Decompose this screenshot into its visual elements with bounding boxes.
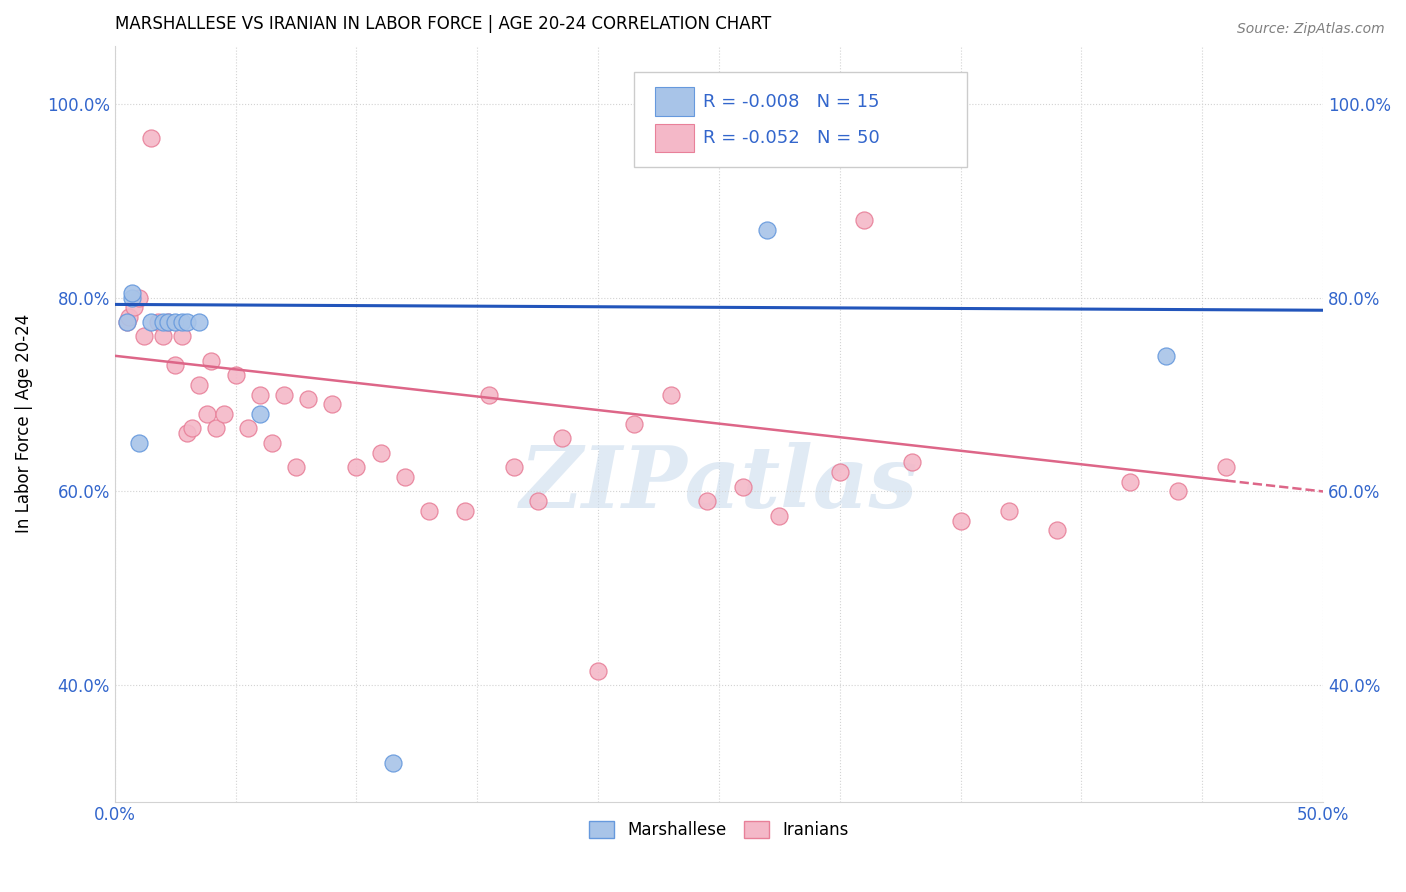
Point bbox=[139, 315, 162, 329]
Point bbox=[115, 315, 138, 329]
Point bbox=[623, 417, 645, 431]
Point bbox=[181, 421, 204, 435]
Point bbox=[165, 315, 187, 329]
Legend: Marshallese, Iranians: Marshallese, Iranians bbox=[583, 814, 855, 847]
Point bbox=[756, 223, 779, 237]
Point bbox=[236, 421, 259, 435]
FancyBboxPatch shape bbox=[655, 123, 693, 153]
Point bbox=[188, 315, 211, 329]
Text: MARSHALLESE VS IRANIAN IN LABOR FORCE | AGE 20-24 CORRELATION CHART: MARSHALLESE VS IRANIAN IN LABOR FORCE | … bbox=[115, 15, 770, 33]
Point bbox=[128, 291, 150, 305]
Point bbox=[370, 446, 392, 460]
Point bbox=[381, 756, 404, 770]
Point bbox=[148, 315, 170, 329]
Point bbox=[394, 470, 416, 484]
Point bbox=[297, 392, 319, 407]
Point bbox=[768, 508, 790, 523]
Point bbox=[249, 407, 271, 421]
Point bbox=[121, 285, 143, 300]
Point bbox=[156, 315, 179, 329]
Point bbox=[273, 387, 295, 401]
Point bbox=[176, 426, 198, 441]
Point bbox=[152, 315, 174, 329]
Point bbox=[260, 436, 283, 450]
Point bbox=[1046, 523, 1069, 537]
Point bbox=[139, 130, 162, 145]
Point bbox=[172, 315, 194, 329]
Point bbox=[165, 359, 187, 373]
Point bbox=[188, 377, 211, 392]
Y-axis label: In Labor Force | Age 20-24: In Labor Force | Age 20-24 bbox=[15, 314, 32, 533]
Point bbox=[132, 329, 155, 343]
Point bbox=[212, 407, 235, 421]
Point bbox=[121, 291, 143, 305]
Point bbox=[502, 460, 524, 475]
Point bbox=[118, 310, 141, 324]
Point bbox=[852, 213, 875, 227]
Point bbox=[551, 431, 574, 445]
Point bbox=[526, 494, 548, 508]
Point bbox=[454, 504, 477, 518]
Point bbox=[659, 387, 682, 401]
Point bbox=[901, 455, 924, 469]
Text: ZIPatlas: ZIPatlas bbox=[520, 442, 918, 526]
Point bbox=[152, 329, 174, 343]
Point bbox=[696, 494, 718, 508]
Point bbox=[733, 480, 755, 494]
Point bbox=[122, 301, 145, 315]
Point bbox=[478, 387, 501, 401]
Point bbox=[418, 504, 440, 518]
Point bbox=[1119, 475, 1142, 489]
Point bbox=[586, 664, 609, 678]
Point bbox=[285, 460, 308, 475]
Point bbox=[225, 368, 247, 383]
Point bbox=[249, 387, 271, 401]
Point bbox=[115, 315, 138, 329]
Point bbox=[1215, 460, 1237, 475]
Text: Source: ZipAtlas.com: Source: ZipAtlas.com bbox=[1237, 22, 1385, 37]
Point bbox=[321, 397, 343, 411]
Point bbox=[195, 407, 218, 421]
Point bbox=[205, 421, 228, 435]
Text: R = -0.008   N = 15: R = -0.008 N = 15 bbox=[703, 93, 880, 111]
FancyBboxPatch shape bbox=[655, 87, 693, 116]
Point bbox=[176, 315, 198, 329]
Point bbox=[156, 315, 179, 329]
Point bbox=[200, 353, 222, 368]
Point bbox=[998, 504, 1021, 518]
Text: R = -0.052   N = 50: R = -0.052 N = 50 bbox=[703, 128, 880, 147]
Point bbox=[1167, 484, 1189, 499]
Point bbox=[172, 329, 194, 343]
Point bbox=[828, 465, 851, 479]
Point bbox=[949, 514, 972, 528]
FancyBboxPatch shape bbox=[634, 72, 967, 167]
Point bbox=[1154, 349, 1177, 363]
Point bbox=[128, 436, 150, 450]
Point bbox=[346, 460, 368, 475]
